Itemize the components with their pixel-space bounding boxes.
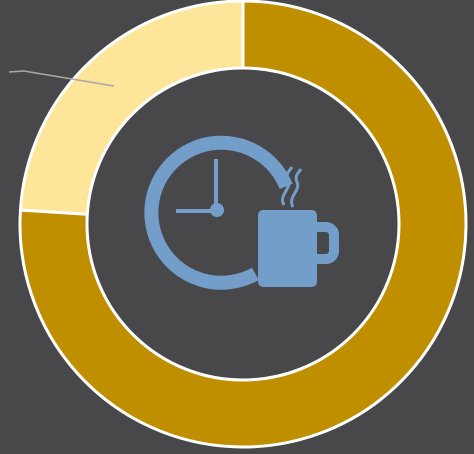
steam-icon — [281, 166, 294, 206]
leader-line — [8, 70, 115, 87]
clock-coffee-icon — [144, 135, 339, 290]
steam-icon — [290, 168, 303, 208]
clock-ring — [144, 135, 293, 290]
clock-center-dot — [210, 203, 224, 217]
mug-body — [258, 210, 317, 287]
mug-handle — [317, 222, 339, 264]
donut-slice-1 — [18, 0, 468, 449]
donut-hole — [85, 66, 401, 382]
